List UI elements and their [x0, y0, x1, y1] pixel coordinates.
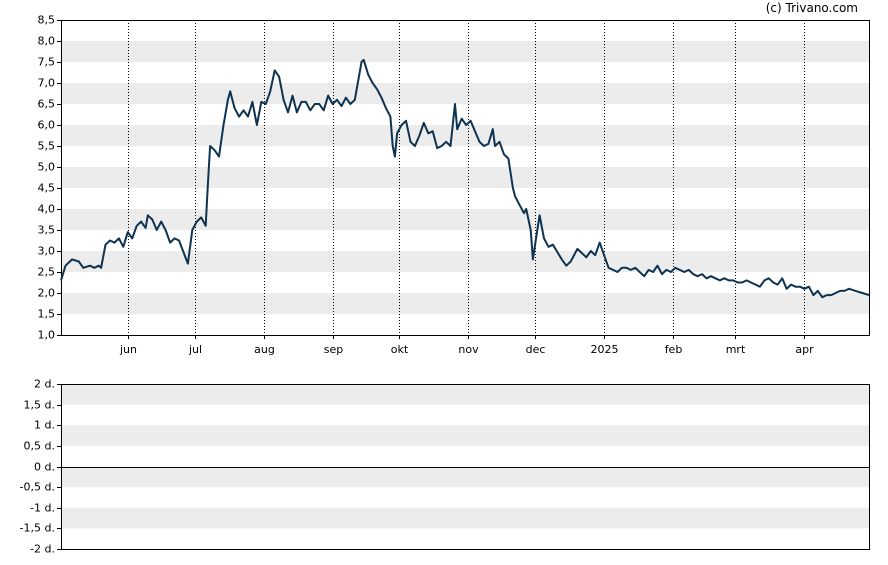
y-tick-label: -1 d.	[30, 502, 55, 515]
grid-band	[61, 83, 869, 104]
grid-band	[61, 293, 869, 314]
grid-band	[61, 251, 869, 272]
x-tick-label: jun	[119, 343, 137, 356]
y-tick-label: 7,0	[38, 77, 56, 90]
x-tick-label: apr	[795, 343, 814, 356]
grid-band	[61, 41, 869, 62]
price-series-line	[60, 58, 870, 299]
x-tick-label: mrt	[726, 343, 746, 356]
y-tick-label: 5,0	[38, 161, 56, 174]
y-tick-label: 2,5	[38, 266, 56, 279]
x-tick-label: nov	[458, 343, 479, 356]
y-tick-label: 1,0	[38, 329, 56, 342]
grid-band	[61, 167, 869, 188]
x-tick-label: sep	[324, 343, 343, 356]
y-tick-label: 0,5 d.	[24, 440, 55, 453]
y-tick-label: 3,5	[38, 224, 56, 237]
y-tick-label: 4,5	[38, 182, 56, 195]
grid-band	[61, 507, 869, 529]
y-tick-label: 7,5	[38, 56, 56, 69]
y-tick-label: 1 d.	[34, 419, 55, 432]
y-tick-label: 0 d.	[34, 461, 55, 474]
x-tick-label: feb	[665, 343, 683, 356]
y-tick-label: -2 d.	[30, 543, 55, 556]
y-tick-label: 6,0	[38, 119, 56, 132]
grid-band	[61, 125, 869, 146]
x-tick-label: okt	[391, 343, 409, 356]
y-tick-label: -1,5 d.	[20, 522, 55, 535]
y-tick-label: 2,0	[38, 287, 56, 300]
y-tick-label: 8,0	[38, 35, 56, 48]
y-tick-label: 8,5	[38, 14, 56, 27]
y-tick-label: 6,5	[38, 98, 56, 111]
y-tick-label: -0,5 d.	[20, 481, 55, 494]
y-tick-label: 5,5	[38, 140, 56, 153]
copyright-credit: (c) Trivano.com	[765, 1, 858, 15]
y-tick-label: 1,5	[38, 308, 56, 321]
x-tick-label: aug	[254, 343, 275, 356]
x-tick-label: dec	[526, 343, 546, 356]
chart-frame	[61, 20, 870, 336]
grid-band	[61, 425, 869, 446]
grid-band	[61, 384, 869, 405]
y-tick-label: 2 d.	[34, 378, 55, 391]
y-tick-label: 4,0	[38, 203, 56, 216]
grid-band	[61, 466, 869, 488]
grid-band	[61, 209, 869, 230]
y-tick-label: 1,5 d.	[24, 399, 55, 412]
subchart-frame	[61, 384, 870, 550]
x-tick-label: jul	[188, 343, 202, 356]
x-tick-label: 2025	[591, 343, 619, 356]
y-tick-label: 3,0	[38, 245, 56, 258]
